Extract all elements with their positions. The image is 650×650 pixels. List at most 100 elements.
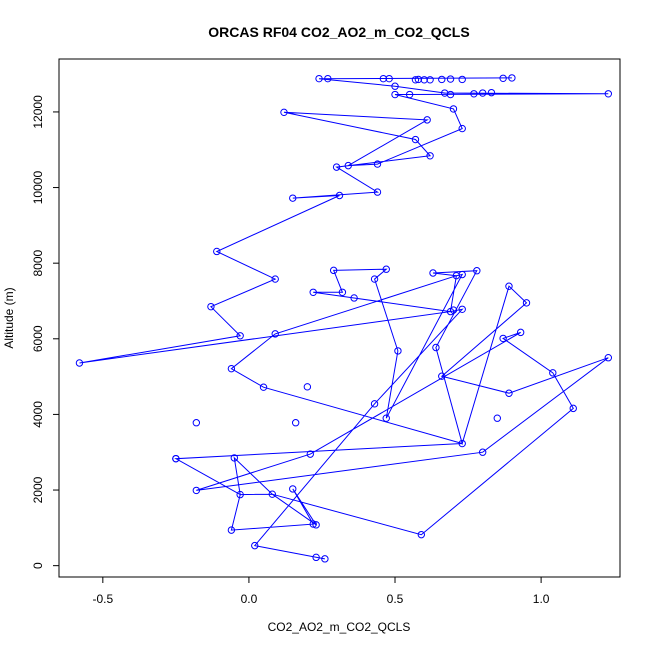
data-point — [289, 194, 297, 202]
data-point — [370, 275, 379, 283]
series-layer — [75, 74, 613, 563]
data-point — [385, 74, 393, 83]
data-point — [315, 74, 323, 83]
data-point — [493, 414, 501, 422]
data-point — [417, 530, 426, 539]
data-point — [335, 191, 344, 200]
data-point — [420, 76, 428, 84]
data-point — [487, 88, 496, 97]
data-point — [569, 404, 577, 413]
data-point — [394, 347, 402, 355]
data-point — [227, 364, 236, 373]
series-line — [79, 77, 609, 560]
data-point — [382, 265, 390, 273]
data-point — [271, 330, 279, 338]
data-point — [449, 306, 458, 314]
plot-area — [58, 58, 621, 578]
data-point — [192, 486, 201, 495]
x-axis: -0.5 0.0 0.5 1.0 — [92, 577, 550, 606]
data-point — [227, 526, 236, 534]
data-point — [438, 372, 446, 380]
data-point — [268, 490, 276, 498]
data-point — [192, 419, 201, 427]
y-tick-label: 2000 — [31, 476, 45, 503]
data-point — [259, 383, 268, 391]
chart-title: ORCAS RF04 CO2_AO2_m_CO2_QCLS — [208, 24, 469, 40]
y-tick-label: 6000 — [31, 325, 45, 352]
data-point — [207, 302, 215, 311]
data-point — [309, 520, 317, 528]
data-point — [458, 75, 466, 84]
data-point — [522, 299, 531, 307]
data-point — [458, 305, 466, 314]
data-point — [370, 400, 379, 408]
y-tick-label: 12000 — [31, 95, 45, 129]
y-tick-label: 4000 — [31, 401, 45, 428]
data-point — [499, 334, 507, 343]
data-point — [414, 75, 423, 84]
data-point — [411, 76, 420, 84]
data-point — [373, 188, 382, 196]
data-point — [350, 294, 358, 302]
data-point — [452, 271, 461, 280]
data-point — [309, 288, 317, 296]
data-point — [411, 135, 420, 144]
data-point — [499, 74, 507, 82]
x-tick-label: 1.0 — [533, 592, 550, 606]
data-point — [604, 90, 613, 98]
data-point — [344, 161, 352, 170]
data-point — [332, 163, 341, 171]
data-point — [379, 74, 388, 83]
data-point — [172, 454, 180, 463]
data-point — [505, 389, 513, 397]
data-point — [426, 76, 434, 84]
data-point — [338, 288, 347, 296]
y-axis: 0 2000 4000 6000 8000 10000 12000 — [31, 95, 59, 569]
x-tick-label: 0.0 — [241, 592, 258, 606]
data-point — [470, 90, 478, 98]
data-point — [289, 485, 297, 493]
data-point — [291, 419, 300, 427]
y-tick-label: 8000 — [31, 250, 45, 277]
data-point — [440, 89, 449, 97]
data-point — [312, 521, 320, 529]
data-point — [321, 555, 329, 563]
data-point — [75, 359, 84, 367]
data-point — [271, 275, 279, 283]
data-point — [251, 541, 259, 550]
data-point — [230, 454, 239, 462]
data-point — [478, 448, 487, 456]
data-point — [505, 282, 513, 290]
data-point — [236, 332, 244, 340]
data-point — [432, 343, 440, 352]
data-point — [236, 490, 244, 499]
data-point — [324, 74, 332, 83]
data-point — [382, 414, 390, 422]
x-tick-label: 0.5 — [387, 592, 404, 606]
data-point — [508, 74, 516, 82]
data-point — [549, 369, 557, 377]
data-point — [303, 383, 312, 391]
plot-frame — [58, 58, 621, 578]
y-tick-label: 0 — [31, 562, 45, 569]
x-tick-label: -0.5 — [92, 592, 113, 606]
data-point — [429, 269, 437, 277]
x-axis-label: CO2_AO2_m_CO2_QCLS — [268, 620, 411, 634]
data-point — [446, 75, 455, 83]
data-point — [391, 90, 399, 99]
data-point — [473, 267, 481, 275]
data-point — [516, 328, 525, 337]
data-point — [458, 124, 466, 133]
data-point — [438, 75, 446, 84]
data-point — [306, 450, 314, 458]
data-point — [423, 116, 431, 124]
data-point — [280, 108, 288, 117]
data-point — [426, 152, 434, 160]
data-point — [213, 247, 221, 256]
data-point — [458, 439, 466, 448]
y-axis-label: Altitude (m) — [2, 287, 16, 348]
data-point — [329, 266, 338, 275]
y-tick-label: 10000 — [31, 171, 45, 205]
data-point — [391, 82, 399, 90]
